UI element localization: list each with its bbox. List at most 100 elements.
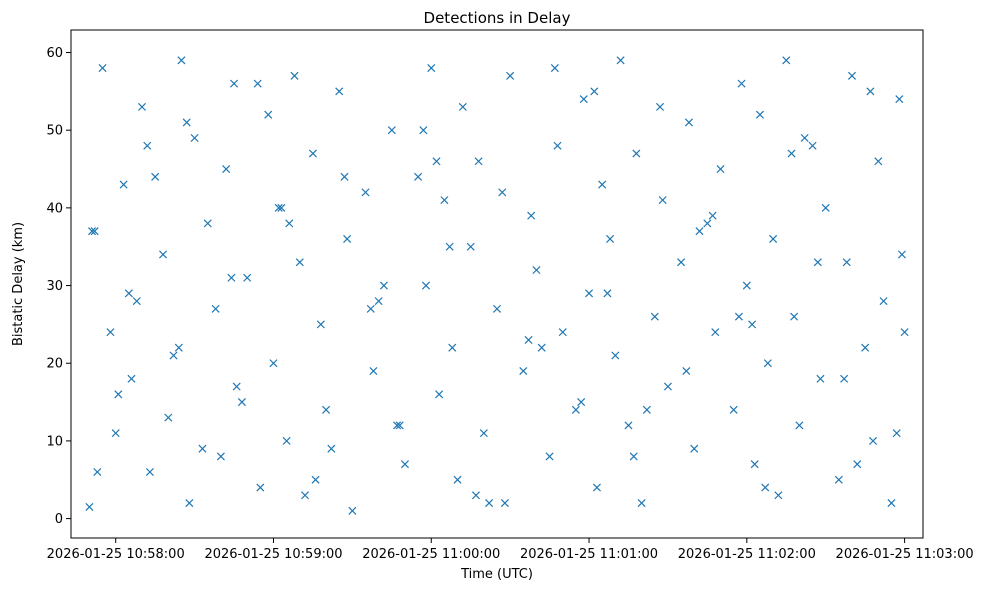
data-point (603, 289, 612, 298)
data-point (682, 366, 691, 376)
data-point (198, 444, 207, 453)
data-point (88, 227, 97, 236)
data-point (85, 502, 94, 511)
data-point (440, 196, 449, 205)
data-point (159, 250, 168, 259)
data-point (532, 265, 541, 275)
data-point (145, 467, 154, 477)
data-point (650, 312, 659, 321)
data-point (550, 64, 559, 73)
data-point (211, 304, 220, 313)
data-point (182, 118, 191, 127)
x-tick-label: 2026-01-25 10:58:00 (47, 547, 185, 562)
data-point (285, 219, 294, 228)
data-point (164, 413, 173, 422)
data-point (519, 366, 528, 376)
data-point (471, 491, 480, 500)
data-point (774, 491, 783, 500)
data-point (632, 149, 641, 158)
data-point (143, 141, 152, 150)
data-point (537, 343, 546, 352)
data-point (232, 382, 241, 391)
data-point (840, 374, 849, 383)
data-point (616, 56, 625, 65)
data-point (137, 102, 147, 111)
data-point (308, 149, 317, 158)
y-axis: 0 10 20 30 40 50 60 (46, 46, 71, 527)
data-point (861, 343, 870, 352)
data-point (253, 79, 262, 88)
data-point (174, 343, 183, 352)
x-tick-label: 2026-01-25 11:03:00 (836, 547, 974, 562)
y-tick-label: 20 (46, 357, 63, 372)
data-point (761, 483, 770, 492)
data-point (169, 351, 178, 360)
data-point (282, 436, 291, 445)
data-point (343, 234, 352, 243)
data-point (393, 421, 402, 430)
data-point (592, 483, 601, 492)
data-point (124, 289, 133, 298)
data-point (611, 351, 620, 360)
data-point (787, 149, 796, 158)
x-axis: 2026-01-25 10:58:00 2026-01-25 10:59:00 20… (47, 538, 974, 562)
data-point (606, 234, 615, 243)
data-point (106, 328, 115, 337)
data-point (847, 71, 857, 80)
data-point (782, 56, 791, 65)
data-point (295, 258, 304, 267)
data-point (203, 219, 212, 228)
data-point (427, 64, 436, 73)
x-tick-label: 2026-01-25 10:59:00 (204, 547, 342, 562)
data-point (527, 211, 536, 220)
data-point (897, 250, 906, 259)
data-point (737, 79, 746, 88)
data-point (545, 452, 554, 461)
y-tick-label: 10 (46, 434, 63, 449)
data-point (866, 87, 875, 96)
data-point (892, 429, 901, 438)
data-point (90, 227, 99, 236)
data-point (414, 172, 423, 181)
data-point (708, 211, 717, 220)
data-point (369, 366, 378, 376)
data-point (230, 79, 239, 88)
data-point (795, 421, 804, 430)
points-group (85, 56, 909, 515)
data-point (887, 499, 896, 508)
data-point (277, 203, 286, 212)
data-point (800, 133, 809, 142)
data-point (690, 444, 699, 453)
data-point (264, 110, 273, 119)
data-point (900, 328, 909, 337)
data-point (711, 328, 720, 337)
data-point (290, 71, 299, 80)
data-point (498, 188, 507, 197)
data-point (716, 165, 725, 174)
data-point (579, 95, 588, 104)
data-point (500, 499, 509, 508)
data-point (448, 343, 457, 352)
data-point (842, 258, 851, 267)
data-point (474, 157, 483, 166)
x-axis-title: Time (UTC) (460, 567, 533, 582)
data-point (571, 405, 580, 414)
data-point (111, 429, 120, 438)
data-point (790, 312, 799, 321)
y-tick-label: 0 (55, 512, 63, 527)
data-point (119, 180, 128, 189)
data-point (466, 242, 475, 251)
data-point (874, 157, 883, 166)
data-point (322, 405, 331, 414)
x-tick-label: 2026-01-25 11:00:00 (362, 547, 500, 562)
data-point (485, 499, 494, 508)
data-point (327, 444, 336, 453)
data-point (269, 359, 278, 368)
data-point (458, 102, 467, 111)
y-tick-label: 60 (46, 46, 63, 61)
data-point (590, 87, 599, 96)
data-point (222, 165, 231, 174)
plot-frame (70, 29, 924, 539)
data-point (379, 281, 388, 290)
data-point (734, 312, 743, 321)
